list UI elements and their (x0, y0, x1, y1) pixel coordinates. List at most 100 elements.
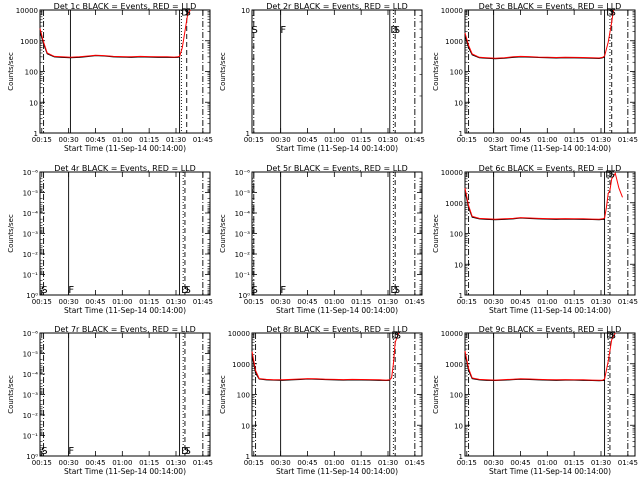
y-tick-label: 1000 (20, 38, 38, 46)
x-tick-label: 00:45 (510, 459, 530, 467)
x-tick-label: 00:30 (484, 459, 504, 467)
x-tick-label: 01:45 (405, 459, 425, 467)
plot-frame (251, 332, 423, 457)
panel-title: Det 5r BLACK = Events, RED = LLD (266, 164, 408, 173)
y-tick-label: 10⁻² (235, 251, 251, 259)
plot-frame (251, 171, 423, 296)
x-tick-label: 01:00 (324, 136, 344, 144)
y-axis-label: Counts/sec (432, 375, 440, 414)
segment-annotation: S (394, 25, 400, 36)
y-axis-label: Counts/sec (7, 52, 15, 91)
plot-frame (39, 9, 211, 134)
y-tick-label: 10000 (441, 7, 463, 15)
lld-series-line (464, 9, 614, 59)
x-tick-label: 01:45 (193, 298, 213, 306)
x-tick-label: 01:45 (193, 136, 213, 144)
y-tick-label: 10⁰ (238, 292, 250, 300)
det-panel-6: Det 6c BLACK = Events, RED = LLD 1 10 100 10… (432, 164, 638, 315)
y-axis-label: Counts/sec (432, 52, 440, 91)
x-tick-label: 00:15 (457, 459, 477, 467)
segment-annotation: F (68, 446, 74, 457)
y-tick-label: 10⁻² (23, 251, 39, 259)
y-tick-label: 10⁻⁴ (23, 371, 39, 379)
events-series-line (251, 354, 390, 382)
segment-annotation: D (605, 169, 613, 180)
y-tick-label: 10000 (441, 330, 463, 338)
y-tick-label: 10⁻⁴ (235, 210, 251, 218)
det-panel-8: Det 8r BLACK = Events, RED = LLD 1 10 100 10… (219, 325, 425, 476)
y-axis-label: Counts/sec (432, 214, 440, 253)
y-tick-label: 1 (246, 130, 250, 138)
x-axis-label: Start Time (11-Sep-14 00:14:00) (64, 467, 186, 476)
x-tick-label: 00:15 (32, 298, 52, 306)
x-axis-label: Start Time (11-Sep-14 00:14:00) (489, 306, 611, 315)
lld-series-line (464, 172, 623, 220)
y-tick-label: 1 (246, 453, 250, 461)
panel-title: Det 7r BLACK = Events, RED = LLD (54, 325, 196, 334)
y-tick-label: 10 (454, 261, 463, 269)
det-panel-5: Det 5r BLACK = Events, RED = LLD 10⁰ 10⁻¹ 1… (219, 164, 425, 315)
x-tick-label: 01:00 (537, 136, 557, 144)
x-axis-label: Start Time (11-Sep-14 00:14:00) (276, 467, 398, 476)
y-tick-label: 100 (237, 392, 250, 400)
panel-title: Det 2r BLACK = Events, RED = LLD (266, 2, 408, 11)
det-panel-3: Det 3c BLACK = Events, RED = LLD 1 10 100 10… (432, 2, 638, 153)
lld-series-line (251, 332, 400, 381)
y-tick-label: 100 (450, 392, 463, 400)
x-tick-label: 00:15 (32, 459, 52, 467)
x-tick-label: 00:30 (271, 136, 291, 144)
x-axis-label: Start Time (11-Sep-14 00:14:00) (489, 144, 611, 153)
x-tick-label: 00:15 (244, 298, 264, 306)
x-tick-label: 01:15 (139, 136, 159, 144)
y-tick-label: 1000 (445, 38, 463, 46)
segment-annotation: S (609, 330, 615, 341)
x-axis-label: Start Time (11-Sep-14 00:14:00) (64, 144, 186, 153)
y-tick-label: 10 (454, 422, 463, 430)
x-tick-label: 00:15 (457, 298, 477, 306)
segment-annotation: D (391, 330, 399, 341)
x-tick-label: 01:15 (139, 298, 159, 306)
x-tick-label: 01:15 (351, 298, 371, 306)
x-axis-label: Start Time (11-Sep-14 00:14:00) (276, 306, 398, 315)
y-tick-label: 10⁻⁵ (23, 190, 39, 198)
x-tick-label: 01:15 (351, 136, 371, 144)
segment-annotation: S (184, 285, 190, 296)
y-tick-label: 10⁻¹ (23, 433, 39, 441)
y-tick-label: 10000 (16, 7, 38, 15)
segment-annotation: D (181, 7, 189, 18)
y-tick-label: 1 (34, 130, 38, 138)
x-tick-label: 00:45 (510, 136, 530, 144)
y-tick-label: 10⁰ (26, 453, 38, 461)
segment-annotation: S (184, 7, 190, 18)
y-axis-label: Counts/sec (219, 375, 227, 414)
events-series-line (464, 35, 605, 60)
y-tick-label: 1 (459, 453, 463, 461)
events-series-line (39, 31, 180, 59)
segment-annotation: S (609, 7, 615, 18)
x-tick-label: 00:30 (271, 298, 291, 306)
y-tick-label: 1 (459, 130, 463, 138)
y-tick-label: 10 (454, 99, 463, 107)
x-tick-label: 01:45 (405, 298, 425, 306)
panel-title: Det 3c BLACK = Events, RED = LLD (479, 2, 622, 11)
y-axis-label: Counts/sec (219, 52, 227, 91)
events-series-line (464, 353, 605, 382)
y-tick-label: 10000 (441, 169, 463, 177)
x-tick-label: 01:15 (564, 298, 584, 306)
segment-annotation: D (181, 285, 189, 296)
y-tick-label: 10⁻¹ (23, 272, 39, 280)
x-tick-label: 01:30 (166, 459, 186, 467)
y-tick-label: 10⁻³ (235, 231, 251, 239)
x-tick-label: 01:30 (378, 136, 398, 144)
segment-annotation: S (394, 285, 400, 296)
x-tick-label: 00:15 (457, 136, 477, 144)
y-tick-label: 1000 (445, 361, 463, 369)
x-tick-label: 01:30 (591, 459, 611, 467)
y-tick-label: 10 (241, 7, 250, 15)
x-tick-label: 00:30 (59, 459, 79, 467)
y-tick-label: 10⁻² (23, 412, 39, 420)
segment-annotation: S (41, 285, 47, 296)
segment-annotation: S (184, 446, 190, 457)
